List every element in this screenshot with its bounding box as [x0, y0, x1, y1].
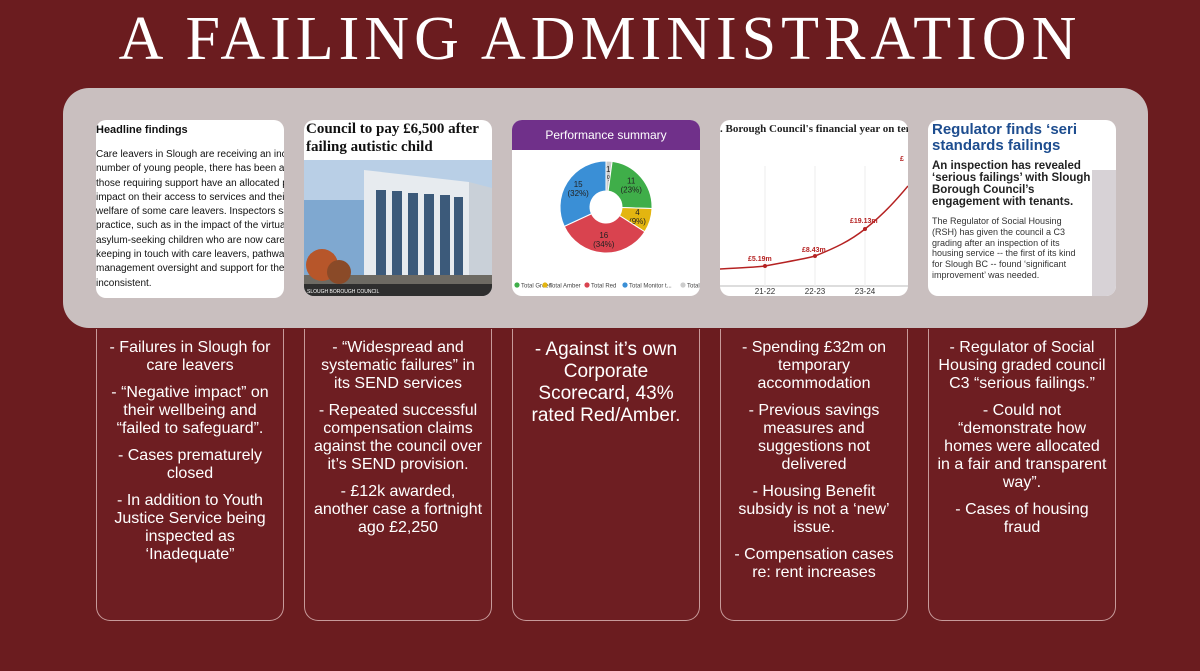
- article-body: The Regulator of Social Housing (RSH) ha…: [932, 216, 1076, 280]
- bullet-point: - Failures in Slough for care leavers: [109, 339, 271, 374]
- page-title: A FAILING ADMINISTRATION: [118, 5, 1082, 73]
- donut-data-label: 11 (23%): [621, 177, 643, 195]
- legend-swatch: [514, 282, 520, 288]
- bullet-point: - £12k awarded, another case a fortnight…: [313, 483, 483, 536]
- finding-line: keeping in touch with care leavers, path…: [96, 249, 284, 261]
- legend-entry: Total KPI i: [687, 284, 700, 290]
- bullet-point: - Cases of housing fraud: [955, 501, 1089, 536]
- spending-line-chart: £5.19m £8.43m £19.13m £ 21-22 22-23 23-2…: [720, 156, 908, 296]
- data-label: £8.43m: [802, 247, 826, 254]
- regulator-article-thumbnail: Regulator finds ‘seri standards failings…: [928, 120, 1116, 296]
- finding-line: impact on their access to services and t…: [96, 191, 284, 203]
- legend-swatch: [680, 282, 686, 288]
- finding-line: asylum-seeking children who are now care…: [96, 234, 284, 246]
- bullet-point: - Repeated successful compensation claim…: [313, 402, 483, 473]
- bullet-point: - Compensation cases re: rent increases: [734, 546, 894, 581]
- article-headline: Council to pay £6,500 after failing auti…: [306, 121, 479, 155]
- chart-headline-text: . Borough Council's financial year on te…: [720, 123, 908, 135]
- data-point: [813, 254, 817, 258]
- donut-data-label: 4 (9%): [629, 208, 646, 226]
- temp-accommodation-thumbnail: . Borough Council's financial year on te…: [720, 120, 908, 296]
- finding-line: welfare of some care leavers. Inspectors…: [96, 206, 284, 218]
- chart-title: Performance summary: [512, 120, 700, 150]
- care-leavers-card: - Failures in Slough for care leavers - …: [96, 329, 284, 621]
- bullet-point: - Against it’s own Corporate Scorecard, …: [531, 339, 681, 426]
- temp-accommodation-card: - Spending £32m on temporary accommodati…: [720, 329, 908, 621]
- data-label: £5.19m: [748, 256, 772, 263]
- donut-slice-total-red: [563, 213, 646, 254]
- thumbnail-heading: Headline findings: [96, 124, 188, 136]
- legend-swatch: [542, 282, 548, 288]
- legend-swatch: [622, 282, 628, 288]
- legend-entry: Total Green: [521, 284, 552, 290]
- legend-swatch: [584, 282, 590, 288]
- chart-headline: . Borough Council's financial year on te…: [720, 123, 908, 135]
- send-services-card: - “Widespread and systematic failures” i…: [304, 329, 492, 621]
- article-subhead: An inspection has revealed ‘serious fail…: [932, 160, 1091, 208]
- bullet-point: - Housing Benefit subsidy is not a ‘new’…: [738, 483, 890, 536]
- bullet-point: - “Negative impact” on their wellbeing a…: [111, 384, 269, 437]
- finding-line: number of young people, there has been a…: [96, 163, 284, 175]
- x-tick-label: 23-24: [855, 287, 876, 296]
- finding-line: those requiring support have an allocate…: [96, 177, 284, 189]
- legend-entry: Total Red: [591, 284, 616, 290]
- article-headline: Regulator finds ‘seri standards failings: [932, 121, 1078, 154]
- bullet-point: - Could not “demonstrate how homes were …: [937, 402, 1107, 491]
- bullet-point: - Previous savings measures and suggesti…: [748, 402, 880, 473]
- scorecard-card: - Against it’s own Corporate Scorecard, …: [512, 329, 700, 621]
- care-leavers-thumbnail: Headline findings Care leavers in Slough…: [96, 120, 284, 298]
- finding-line: inconsistent.: [96, 277, 152, 289]
- bullet-point: - In addition to Youth Justice Service b…: [114, 492, 266, 563]
- bullet-point: - Spending £32m on temporary accommodati…: [741, 339, 887, 392]
- bullet-point: - “Widespread and systematic failures” i…: [321, 339, 475, 392]
- x-tick-label: 21-22: [755, 287, 776, 296]
- housing-regulator-card: - Regulator of Social Housing graded cou…: [928, 329, 1116, 621]
- article-side-image: [1092, 170, 1116, 296]
- x-tick-label: 22-23: [805, 287, 826, 296]
- donut-data-label: 15 (32%): [568, 180, 590, 198]
- performance-donut-chart: 1 (2%) 11 (23%) 4 (9%) 16 (34%) 15 (32%) Total Gre…: [514, 160, 700, 290]
- donut-data-label: 16 (34%): [593, 231, 615, 249]
- data-label: £19.13m: [850, 218, 878, 225]
- send-article-thumbnail: Council to pay £6,500 after failing auti…: [304, 120, 492, 296]
- legend-entry: Total Monitor t...: [629, 284, 672, 290]
- finding-line: management oversight and support for the…: [96, 263, 284, 275]
- council-building-photo: SLOUGH BOROUGH COUNCIL: [304, 160, 492, 296]
- data-label: £: [900, 156, 904, 163]
- data-point: [863, 227, 867, 231]
- bullet-point: - Regulator of Social Housing graded cou…: [938, 339, 1106, 392]
- performance-summary-thumbnail: Performance summary 1 (2%) 11 (23%) 4 (9%) 16(…: [512, 120, 700, 296]
- donut-data-label: 1 (2%): [600, 165, 617, 183]
- finding-line: practice, such as in the impact of the v…: [96, 220, 284, 232]
- photo-caption: SLOUGH BOROUGH COUNCIL: [307, 289, 379, 295]
- legend-entry: Total Amber: [549, 284, 581, 290]
- finding-line: Care leavers in Slough are receiving an …: [96, 149, 284, 160]
- data-point: [763, 264, 767, 268]
- bullet-point: - Cases prematurely closed: [117, 447, 263, 482]
- donut-slice-total-monitor-t: [559, 160, 607, 228]
